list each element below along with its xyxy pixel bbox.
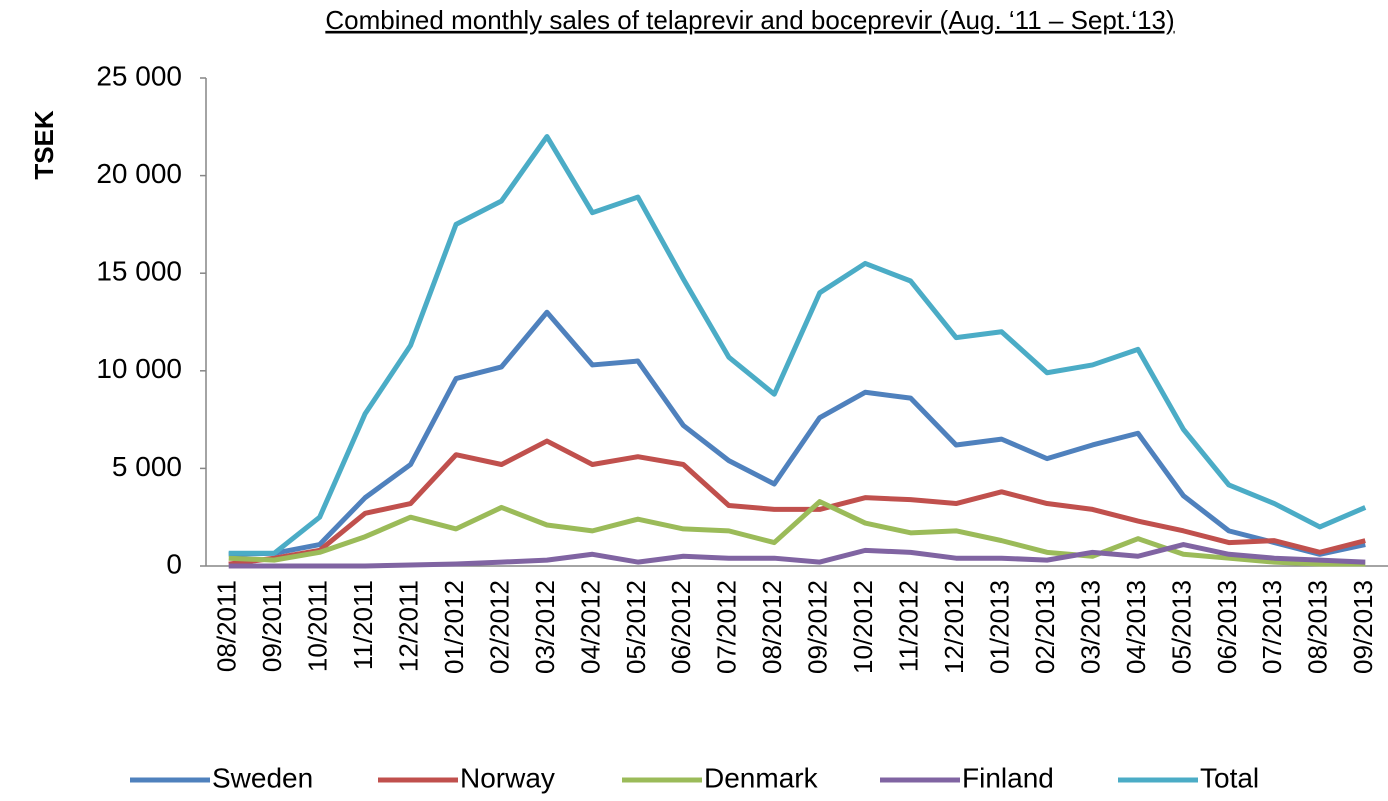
y-tick-label: 25 000 <box>96 60 182 91</box>
legend-label: Norway <box>460 762 555 793</box>
x-tick-label: 04/2012 <box>575 580 605 674</box>
series-line <box>228 134 1367 556</box>
legend-label: Finland <box>962 762 1054 793</box>
y-tick-label: 0 <box>166 548 182 579</box>
x-tick-label: 06/2013 <box>1212 580 1242 674</box>
x-tick-label: 07/2012 <box>712 580 742 674</box>
chart-title: Combined monthly sales of telaprevir and… <box>325 5 1174 35</box>
series-line <box>228 438 1366 567</box>
x-tick-label: 10/2012 <box>848 580 878 674</box>
x-tick-label: 09/2013 <box>1348 580 1378 674</box>
x-tick-label: 08/2013 <box>1303 580 1333 674</box>
x-tick-label: 11/2012 <box>894 580 924 672</box>
legend-label: Total <box>1200 762 1259 793</box>
x-tick-label: 07/2013 <box>1257 580 1287 674</box>
x-tick-label: 01/2013 <box>984 580 1014 674</box>
x-tick-label: 08/2011 <box>212 580 242 672</box>
y-tick-label: 5 000 <box>112 451 182 482</box>
x-tick-label: 05/2012 <box>621 580 651 674</box>
x-tick-label: 12/2011 <box>393 580 423 672</box>
x-tick-label: 04/2013 <box>1121 580 1151 674</box>
series-line <box>228 499 1366 567</box>
series-line <box>228 542 1366 569</box>
y-tick-label: 10 000 <box>96 353 182 384</box>
x-tick-label: 01/2012 <box>439 580 469 674</box>
x-tick-label: 10/2011 <box>303 580 333 672</box>
series-line <box>228 309 1366 557</box>
y-tick-label: 15 000 <box>96 256 182 287</box>
x-tick-label: 09/2012 <box>803 580 833 674</box>
legend-label: Sweden <box>212 762 313 793</box>
x-tick-label: 09/2011 <box>257 580 287 672</box>
x-tick-label: 03/2012 <box>530 580 560 674</box>
x-tick-label: 11/2011 <box>348 580 378 670</box>
legend-label: Denmark <box>704 762 819 793</box>
y-axis-label: TSEK <box>29 110 59 180</box>
x-tick-label: 08/2012 <box>757 580 787 674</box>
x-tick-label: 02/2013 <box>1030 580 1060 674</box>
x-tick-label: 02/2012 <box>484 580 514 674</box>
y-tick-label: 20 000 <box>96 158 182 189</box>
x-tick-label: 05/2013 <box>1166 580 1196 674</box>
x-tick-label: 06/2012 <box>666 580 696 674</box>
x-tick-label: 12/2012 <box>939 580 969 674</box>
x-tick-label: 03/2013 <box>1075 580 1105 674</box>
